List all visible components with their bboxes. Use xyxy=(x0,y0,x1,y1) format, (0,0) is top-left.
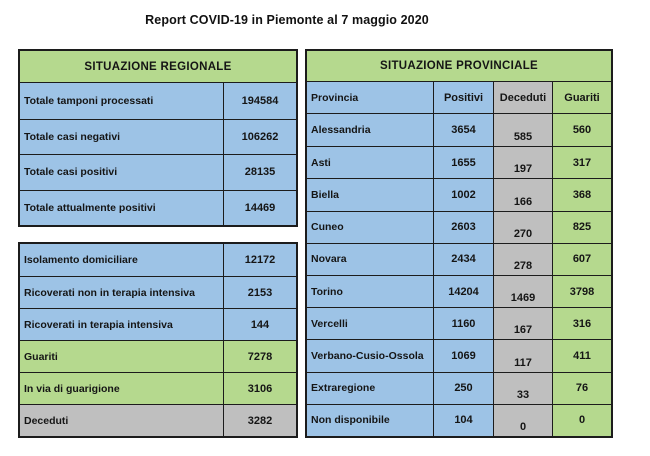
row-label: Guariti xyxy=(20,341,223,372)
provincial-table: SITUAZIONE PROVINCIALE Provincia Positiv… xyxy=(305,49,613,438)
deceduti-cell: 270 xyxy=(493,211,552,243)
positivi-cell: 14204 xyxy=(433,275,493,308)
row-label: Ricoverati in terapia intensiva xyxy=(20,309,223,340)
row-value: 144 xyxy=(223,309,296,340)
row-value: 106262 xyxy=(223,119,296,154)
province-name-cell: Novara xyxy=(307,243,433,275)
positivi-cell: 250 xyxy=(433,372,493,404)
table-row: Non disponibile 104 0 0 xyxy=(307,403,611,436)
row-value: 194584 xyxy=(223,83,296,119)
row-label: Totale tamponi processati xyxy=(20,83,223,119)
table-row: Totale tamponi processati 194584 xyxy=(20,83,296,119)
row-value: 3282 xyxy=(223,405,296,436)
row-label: Totale attualmente positivi xyxy=(20,190,223,225)
deceduti-cell: 167 xyxy=(493,308,552,340)
guariti-cell: 3798 xyxy=(552,275,611,308)
deceduti-cell: 278 xyxy=(493,243,552,275)
positivi-cell: 104 xyxy=(433,404,493,436)
positivi-cell: 1002 xyxy=(433,179,493,211)
row-value: 12172 xyxy=(223,244,296,276)
row-value: 14469 xyxy=(223,190,296,225)
province-name-cell: Asti xyxy=(307,147,433,179)
guariti-cell: 607 xyxy=(552,243,611,275)
regional-table-header: SITUAZIONE REGIONALE xyxy=(20,51,296,83)
table-row: Ricoverati non in terapia intensiva 2153 xyxy=(20,276,296,308)
deceduti-cell: 117 xyxy=(493,340,552,372)
row-value: 2153 xyxy=(223,277,296,308)
guariti-cell: 411 xyxy=(552,340,611,372)
table-row: Torino 14204 1469 3798 xyxy=(307,274,611,308)
row-value: 28135 xyxy=(223,155,296,190)
row-label: Deceduti xyxy=(20,405,223,436)
table-row: Totale attualmente positivi 14469 xyxy=(20,189,296,225)
row-value: 7278 xyxy=(223,341,296,372)
table-row: Verbano-Cusio-Ossola 1069 117 411 xyxy=(307,339,611,372)
province-name-cell: Alessandria xyxy=(307,114,433,147)
row-label: Totale casi negativi xyxy=(20,119,223,154)
positivi-cell: 2603 xyxy=(433,211,493,243)
table-row: Novara 2434 278 607 xyxy=(307,242,611,275)
provincial-column-headers: Provincia Positivi Deceduti Guariti xyxy=(307,82,611,114)
table-row: Isolamento domiciliare 12172 xyxy=(20,244,296,276)
table-row: Asti 1655 197 317 xyxy=(307,146,611,179)
table-row: In via di guarigione 3106 xyxy=(20,372,296,404)
regional-detail-rows: Isolamento domiciliare 12172 Ricoverati … xyxy=(20,244,296,436)
table-row: Totale casi positivi 28135 xyxy=(20,154,296,190)
guariti-cell: 560 xyxy=(552,114,611,147)
deceduti-cell: 585 xyxy=(493,114,552,147)
positivi-cell: 2434 xyxy=(433,243,493,275)
province-name-cell: Vercelli xyxy=(307,308,433,340)
guariti-cell: 825 xyxy=(552,211,611,243)
province-name-cell: Extraregione xyxy=(307,372,433,404)
positivi-cell: 3654 xyxy=(433,114,493,147)
row-label: In via di guarigione xyxy=(20,373,223,404)
column-header-deceduti: Deceduti xyxy=(493,82,552,113)
positivi-cell: 1160 xyxy=(433,308,493,340)
column-header-positivi: Positivi xyxy=(433,82,493,113)
guariti-cell: 0 xyxy=(552,404,611,436)
provincial-rows: Alessandria 3654 585 560 Asti 1655 197 3… xyxy=(307,114,611,436)
table-row: Extraregione 250 33 76 xyxy=(307,371,611,404)
guariti-cell: 317 xyxy=(552,147,611,179)
report-title: Report COVID-19 in Piemonte al 7 maggio … xyxy=(145,13,429,27)
table-row: Vercelli 1160 167 316 xyxy=(307,307,611,340)
province-name-cell: Biella xyxy=(307,179,433,211)
province-name-cell: Cuneo xyxy=(307,211,433,243)
positivi-cell: 1655 xyxy=(433,147,493,179)
guariti-cell: 368 xyxy=(552,179,611,211)
table-row: Totale casi negativi 106262 xyxy=(20,118,296,154)
table-row: Cuneo 2603 270 825 xyxy=(307,210,611,243)
provincial-table-header: SITUAZIONE PROVINCIALE xyxy=(307,51,611,82)
column-header-guariti: Guariti xyxy=(552,82,611,113)
row-label: Ricoverati non in terapia intensiva xyxy=(20,277,223,308)
regional-detail-table: Isolamento domiciliare 12172 Ricoverati … xyxy=(18,242,298,438)
province-name-cell: Torino xyxy=(307,275,433,308)
deceduti-cell: 33 xyxy=(493,372,552,404)
column-header-provincia: Provincia xyxy=(307,82,433,113)
table-row: Ricoverati in terapia intensiva 144 xyxy=(20,308,296,340)
guariti-cell: 316 xyxy=(552,308,611,340)
row-label: Isolamento domiciliare xyxy=(20,244,223,276)
province-name-cell: Non disponibile xyxy=(307,404,433,436)
deceduti-cell: 197 xyxy=(493,147,552,179)
guariti-cell: 76 xyxy=(552,372,611,404)
table-row: Alessandria 3654 585 560 xyxy=(307,114,611,147)
table-row: Deceduti 3282 xyxy=(20,404,296,436)
table-row: Guariti 7278 xyxy=(20,340,296,372)
regional-summary-rows: Totale tamponi processati 194584 Totale … xyxy=(20,83,296,225)
table-row: Biella 1002 166 368 xyxy=(307,178,611,211)
province-name-cell: Verbano-Cusio-Ossola xyxy=(307,340,433,372)
positivi-cell: 1069 xyxy=(433,340,493,372)
deceduti-cell: 166 xyxy=(493,179,552,211)
regional-summary-table: SITUAZIONE REGIONALE Totale tamponi proc… xyxy=(18,49,298,227)
deceduti-cell: 1469 xyxy=(493,275,552,308)
deceduti-cell: 0 xyxy=(493,404,552,436)
row-label: Totale casi positivi xyxy=(20,155,223,190)
row-value: 3106 xyxy=(223,373,296,404)
